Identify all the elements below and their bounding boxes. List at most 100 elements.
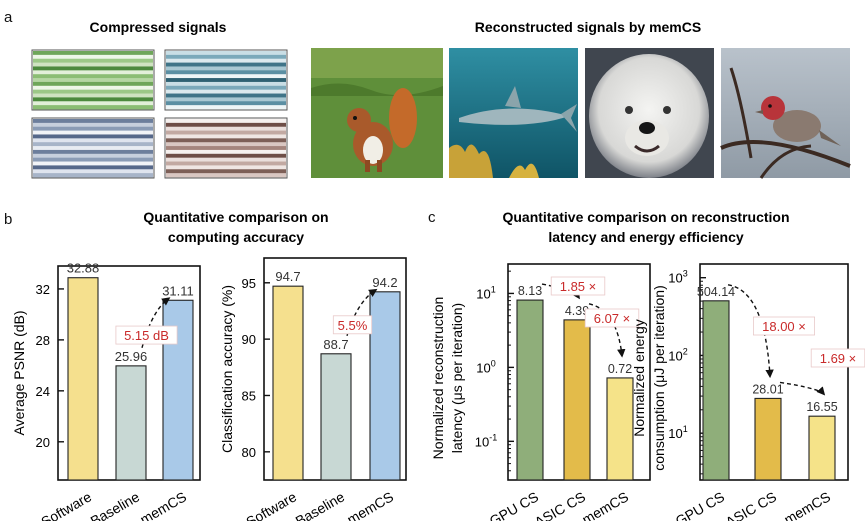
- tile-stripe: [166, 173, 286, 178]
- tile-stripe: [33, 51, 153, 56]
- tile-stripe: [33, 169, 153, 174]
- y-axis-label: Classification accuracy (%): [219, 285, 235, 453]
- bar-baseline: [320, 353, 352, 481]
- panel-letter-c: c: [428, 209, 436, 226]
- y-tick-label: 85: [242, 388, 256, 403]
- bar-memcs: [369, 291, 401, 481]
- photo-sheepdog: [585, 48, 714, 178]
- x-tick-label: Baseline: [293, 488, 348, 521]
- bar-asic-cs: [563, 319, 591, 481]
- tile-stripe: [166, 74, 286, 79]
- tile-stripe: [166, 78, 286, 83]
- chart-accuracy: 80 85 90 95 Classification accuracy (%) 94.7 S…: [219, 257, 407, 521]
- annotation-label: 6.07 ×: [594, 311, 631, 326]
- y-tick-label: 10-1: [475, 432, 497, 449]
- tile-stripe: [166, 81, 286, 87]
- tile-stripe: [166, 142, 286, 147]
- compressed-tile-grey-blue: [31, 117, 155, 179]
- chart-psnr: 20 24 28 32 Average PSNR (dB) 32.88 Software 25…: [11, 261, 201, 521]
- x-tick-label: Software: [243, 488, 299, 521]
- tile-stripe: [33, 146, 153, 151]
- tile-stripe: [33, 58, 153, 63]
- tile-stripe: [166, 153, 286, 159]
- tile-stripe: [33, 122, 153, 128]
- tile-stripe: [166, 51, 286, 56]
- annotation-label: 5.5%: [338, 318, 368, 333]
- annotation-label-box: [584, 308, 640, 328]
- tile-stripe: [166, 165, 286, 170]
- value-label: 28.01: [752, 382, 783, 396]
- tile-stripe: [166, 58, 286, 63]
- tile-stripe: [166, 122, 286, 128]
- bar-software: [272, 285, 304, 481]
- reconstructed-signals-title: Reconstructed signals by memCS: [475, 19, 701, 35]
- x-tick-label: GPU CS: [673, 488, 727, 521]
- tile-stripe: [33, 126, 153, 131]
- tile-stripe: [33, 85, 153, 91]
- tile-stripe: [33, 89, 153, 94]
- tile-stripe: [33, 138, 153, 143]
- photo-squirrel: [311, 48, 443, 178]
- chart-latency: 10-1 100 101 Normalized reconstruction laten…: [430, 263, 651, 521]
- tile-stripe: [166, 62, 286, 67]
- tile-stripe: [166, 54, 286, 60]
- value-label: 4.39: [565, 304, 589, 318]
- value-label: 504.14: [697, 285, 735, 299]
- annotation-label-box: [550, 276, 606, 296]
- tile-stripe: [166, 93, 286, 98]
- panel-b-title-line-2: computing accuracy: [168, 229, 304, 245]
- y-axis-label-line: latency (μs per iteration): [449, 303, 465, 453]
- tile-stripe: [33, 81, 153, 87]
- bar-gpu-cs: [516, 299, 544, 481]
- y-tick-label: 32: [36, 282, 50, 297]
- y-tick-label: 24: [36, 384, 50, 399]
- tile-stripe: [33, 149, 153, 155]
- tile-stripe: [166, 130, 286, 135]
- value-label: 32.88: [67, 261, 100, 276]
- compressed-tile-brown: [164, 117, 288, 179]
- tile-stripe: [166, 89, 286, 94]
- photo-finch: [720, 48, 851, 179]
- y-axis-label: Average PSNR (dB): [11, 310, 27, 435]
- tile-stripe: [166, 105, 286, 110]
- y-axis-label-line: consumption (μJ per iteration): [651, 285, 667, 470]
- tile-stripe: [33, 97, 153, 102]
- y-tick-label: 95: [242, 276, 256, 291]
- tile-stripe: [166, 70, 286, 75]
- x-tick-label: memCS: [344, 488, 396, 521]
- annotation-label: 5.15 dB: [124, 328, 169, 343]
- y-tick-label: 80: [242, 445, 256, 460]
- panel-c-title-line-2: latency and energy efficiency: [548, 229, 744, 245]
- x-tick-label: ASIC CS: [723, 488, 780, 521]
- y-tick-label: 101: [476, 284, 495, 301]
- tile-stripe: [166, 161, 286, 166]
- y-tick-label: 102: [668, 346, 687, 363]
- y-tick-label: 90: [242, 332, 256, 347]
- tile-stripe: [166, 146, 286, 151]
- tile-stripe: [33, 173, 153, 178]
- annotation-label-box: [753, 316, 816, 336]
- x-tick-label: memCS: [137, 488, 189, 521]
- x-tick-label: Baseline: [88, 488, 143, 521]
- annotation-arrow: [541, 283, 580, 300]
- value-label: 94.7: [275, 269, 300, 284]
- panel-b-title-line-1: Quantitative comparison on: [143, 209, 328, 225]
- compressed-tile-teal: [164, 49, 288, 111]
- tile-stripe: [33, 93, 153, 98]
- tile-stripe: [166, 149, 286, 155]
- chart-energy: 101 102 103 Normalized energy consumption (μ…: [631, 263, 865, 521]
- compressed-signals-title: Compressed signals: [90, 19, 227, 35]
- annotation-label: 1.69 ×: [820, 351, 857, 366]
- compressed-tile-green: [31, 49, 155, 111]
- x-tick-label: memCS: [579, 488, 631, 521]
- value-label: 0.72: [608, 362, 632, 376]
- value-label: 8.13: [518, 284, 542, 298]
- annotation-label-box: [332, 315, 373, 335]
- value-label: 16.55: [806, 400, 837, 414]
- panel-letter-a: a: [4, 9, 13, 26]
- panel-c-title-line-1: Quantitative comparison on reconstructio…: [502, 209, 789, 225]
- y-tick-label: 28: [36, 333, 50, 348]
- y-tick-label: 20: [36, 435, 50, 450]
- tile-stripe: [33, 105, 153, 110]
- tile-stripe: [33, 54, 153, 60]
